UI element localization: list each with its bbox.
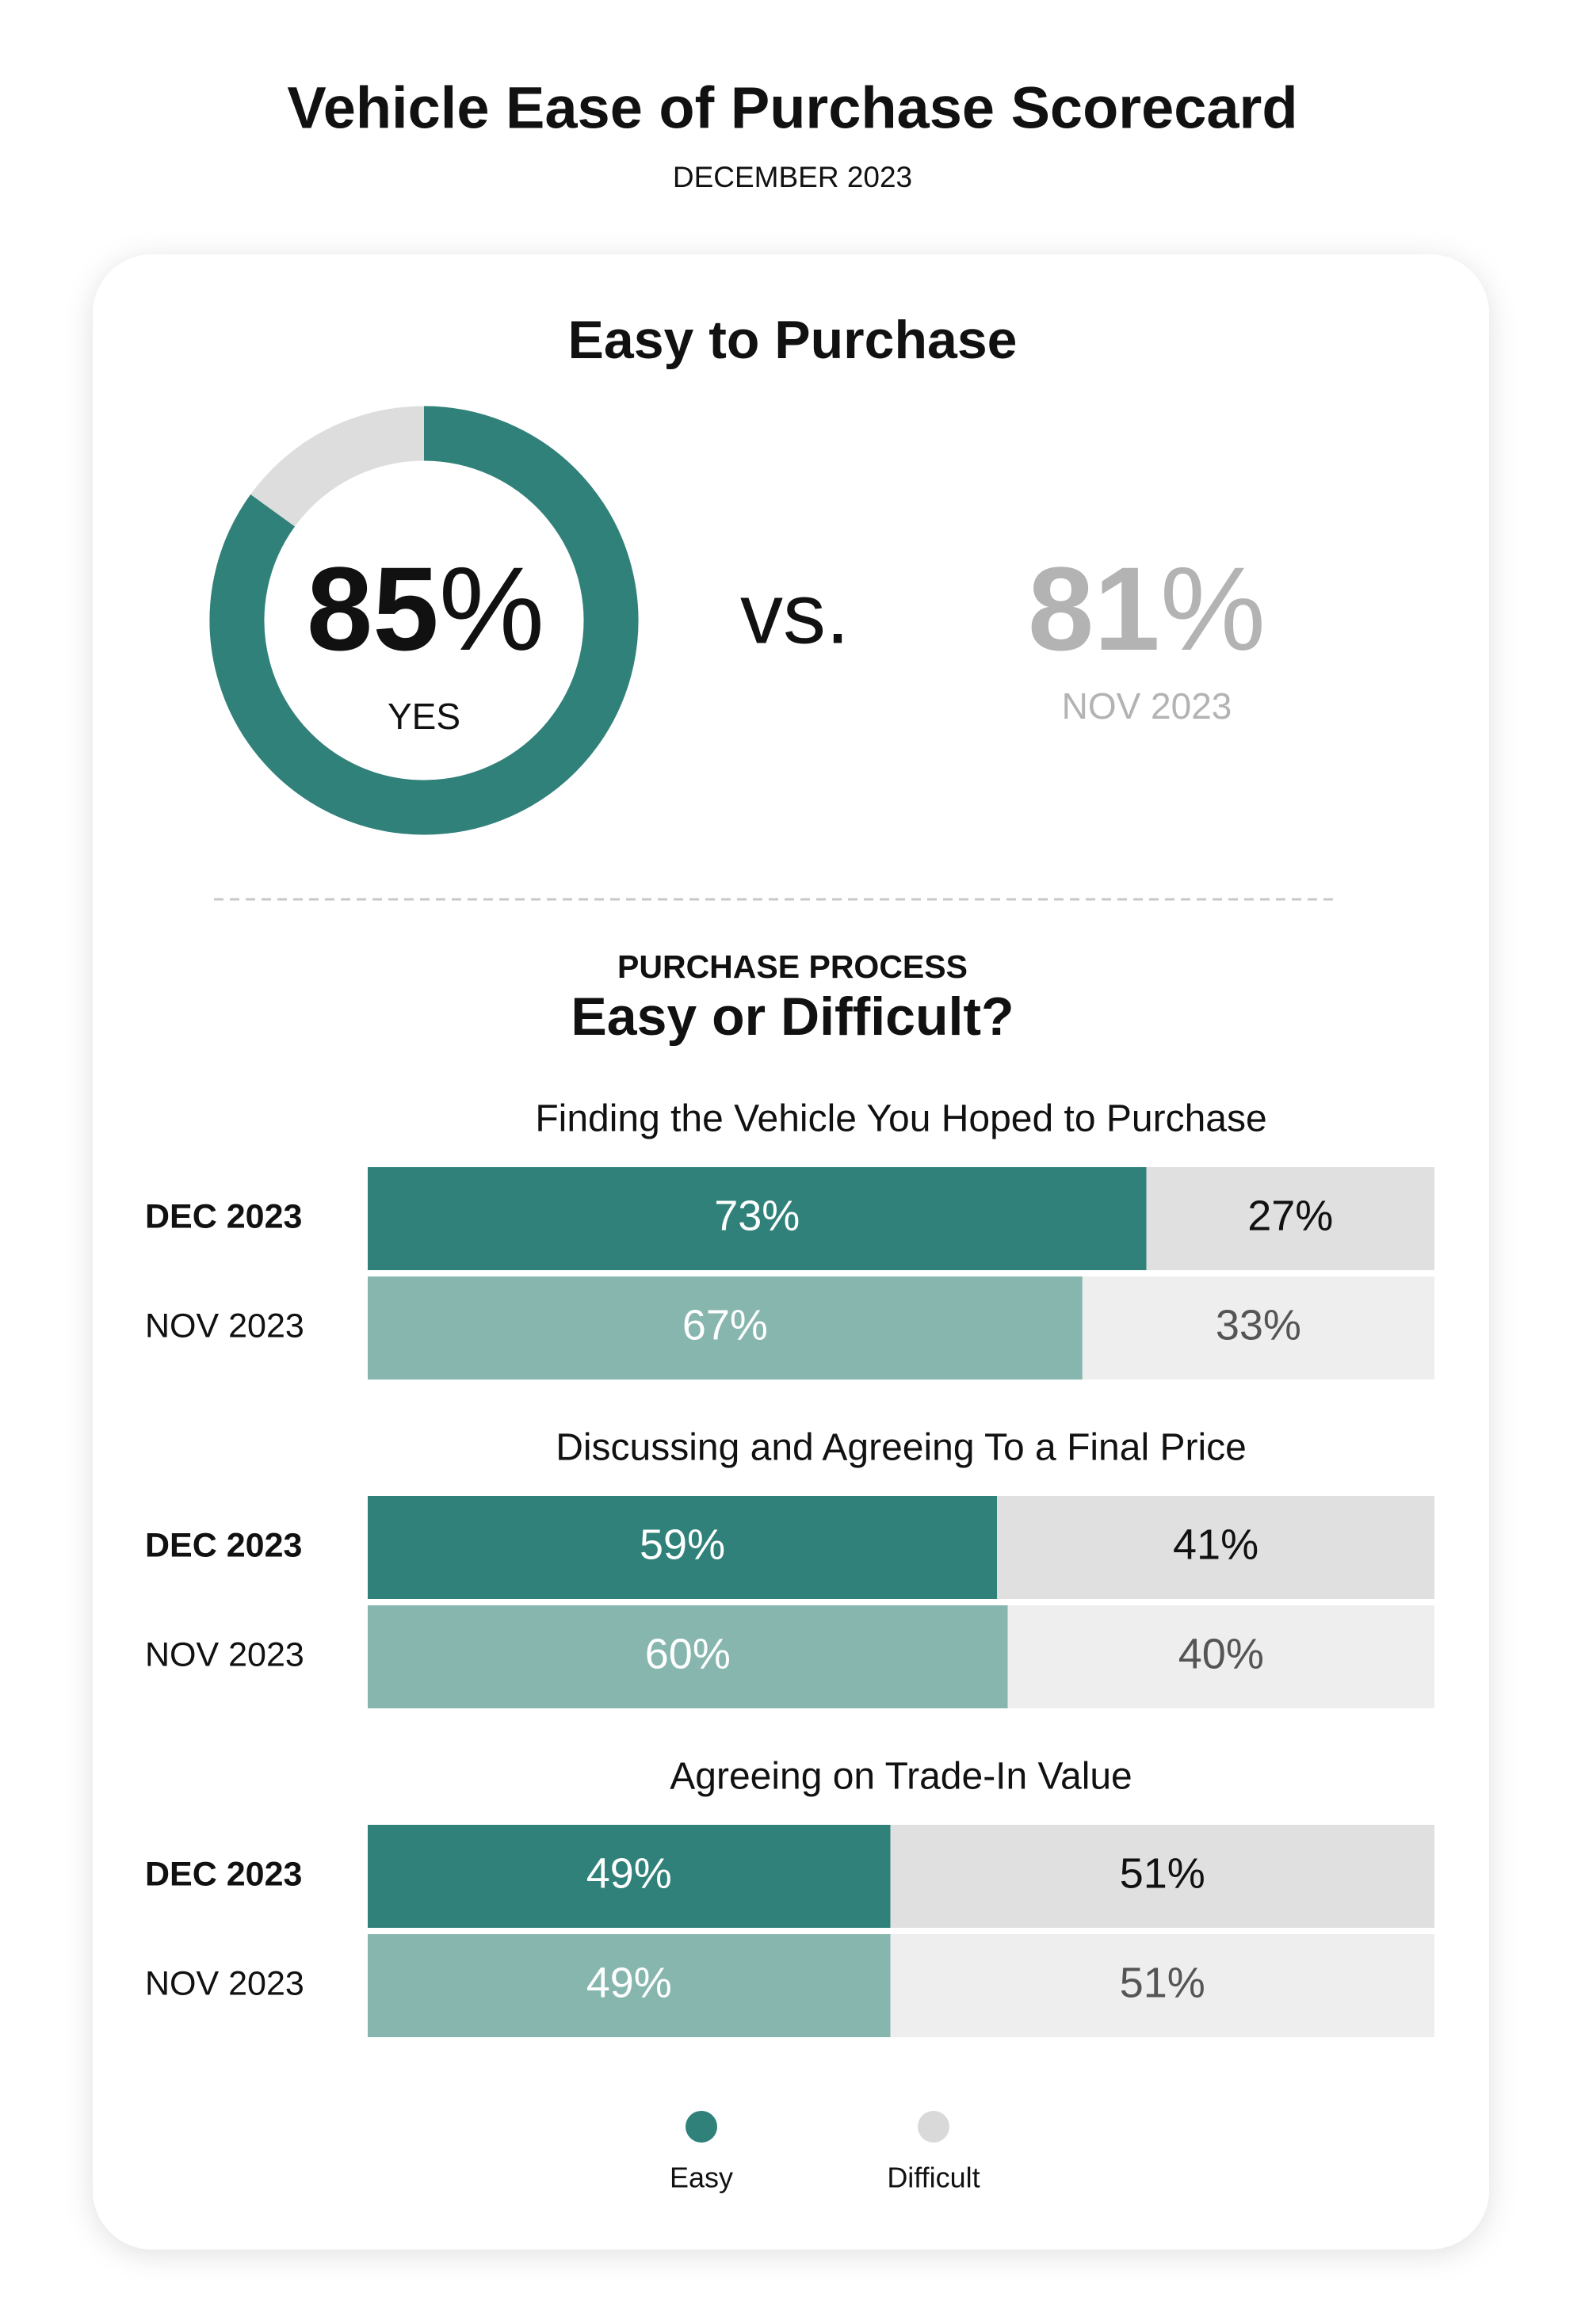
bar-segment [890, 1825, 1434, 1928]
bar-segment [368, 1276, 1083, 1380]
legend-swatch [686, 2111, 717, 2143]
bar-value-label: 49% [586, 1959, 672, 2006]
row-label: NOV 2023 [145, 1964, 304, 2002]
bar-segment [368, 1825, 891, 1928]
bar-segment [368, 1605, 1008, 1708]
bar-value-label: 73% [714, 1192, 800, 1239]
bar-value-label: 51% [1120, 1959, 1205, 2006]
section-kicker: PURCHASE PROCESS [617, 948, 968, 985]
vs-label: vs. [740, 566, 850, 662]
bar-segment [1146, 1167, 1434, 1270]
bar-value-label: 67% [682, 1301, 768, 1349]
bar-segment [997, 1496, 1434, 1599]
legend-swatch [918, 2111, 949, 2143]
donut-category: YES [388, 696, 460, 737]
donut-arc [209, 406, 639, 835]
bar-value-label: 41% [1173, 1521, 1258, 1568]
page-title: Vehicle Ease of Purchase Scorecard [287, 75, 1297, 141]
row-label: DEC 2023 [145, 1855, 302, 1893]
page-subtitle: DECEMBER 2023 [673, 161, 912, 193]
bar-value-label: 60% [645, 1630, 731, 1677]
donut-value: 85% [307, 542, 544, 675]
bar-segment [368, 1934, 891, 2037]
bar-value-label: 49% [586, 1849, 672, 1897]
bar-segment [890, 1934, 1434, 2037]
bar-segment [368, 1496, 998, 1599]
bar-value-label: 51% [1120, 1849, 1205, 1897]
comparison-value: 81% [1028, 542, 1266, 675]
group-title: Discussing and Agreeing To a Final Price [556, 1427, 1247, 1469]
bar-value-label: 33% [1216, 1301, 1301, 1349]
bar-segment [368, 1167, 1147, 1270]
row-label: NOV 2023 [145, 1307, 304, 1345]
bar-segment [1007, 1605, 1434, 1708]
bar-value-label: 27% [1247, 1192, 1333, 1239]
bar-value-label: 59% [640, 1521, 725, 1568]
group-title: Finding the Vehicle You Hoped to Purchas… [535, 1098, 1266, 1140]
section-title: Easy or Difficult? [571, 986, 1014, 1047]
row-label: DEC 2023 [145, 1526, 302, 1564]
bar-value-label: 40% [1178, 1630, 1264, 1677]
bar-segment [1082, 1276, 1434, 1380]
legend-label: Easy [670, 2162, 733, 2194]
row-label: DEC 2023 [145, 1197, 302, 1235]
group-title: Agreeing on Trade-In Value [670, 1756, 1132, 1798]
row-label: NOV 2023 [145, 1635, 304, 1673]
legend-label: Difficult [887, 2162, 980, 2194]
comparison-name: NOV 2023 [1062, 685, 1232, 727]
donut-title: Easy to Purchase [568, 310, 1018, 370]
